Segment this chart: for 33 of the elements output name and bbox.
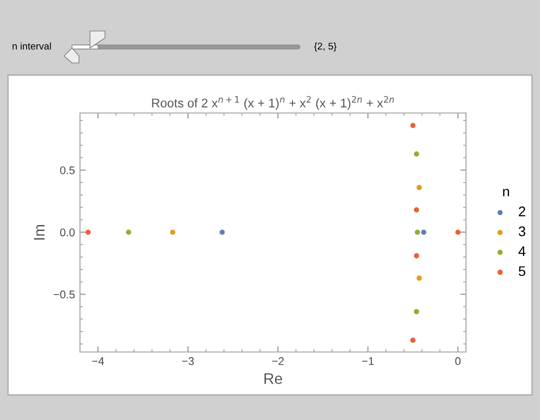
legend-label: 3 (518, 226, 526, 236)
legend-label: 4 (518, 246, 526, 256)
point (86, 230, 91, 235)
x-tick-label: −4 (92, 357, 104, 365)
point (455, 230, 460, 235)
chart-title: Roots of 2 x$^{n+1}$ (x + 1)$^{n}$ + x$^{2}$ (x + 1)$^{2n}$ + x$^{2n}$ (152, 96, 394, 110)
point (220, 230, 225, 235)
text: n interval (12, 42, 51, 50)
point (126, 230, 132, 235)
point (414, 253, 420, 258)
point (410, 338, 416, 343)
point (410, 122, 416, 128)
x-tick-label: 0 (455, 357, 461, 366)
point (414, 207, 420, 212)
point (421, 230, 426, 235)
x-tick-label: −3 (182, 357, 194, 366)
point (414, 309, 420, 314)
y-tick-label: 0.5 (60, 166, 75, 174)
point (416, 276, 422, 281)
y-tick-label: 0.0 (60, 228, 75, 236)
legend-title: n (503, 188, 510, 196)
y-axis-title: Im (34, 225, 44, 240)
point (414, 151, 420, 157)
point (170, 230, 176, 235)
legend-label: 5 (518, 266, 526, 276)
point (416, 184, 422, 190)
legend-label: 2 (518, 206, 526, 216)
y-tick-label: −0.5 (54, 290, 75, 298)
text: {2, 5} (314, 42, 337, 52)
x-axis-title: Re (264, 373, 282, 384)
x-tick-label: −1 (362, 357, 374, 365)
x-tick-label: −2 (272, 357, 284, 365)
point (414, 230, 420, 235)
